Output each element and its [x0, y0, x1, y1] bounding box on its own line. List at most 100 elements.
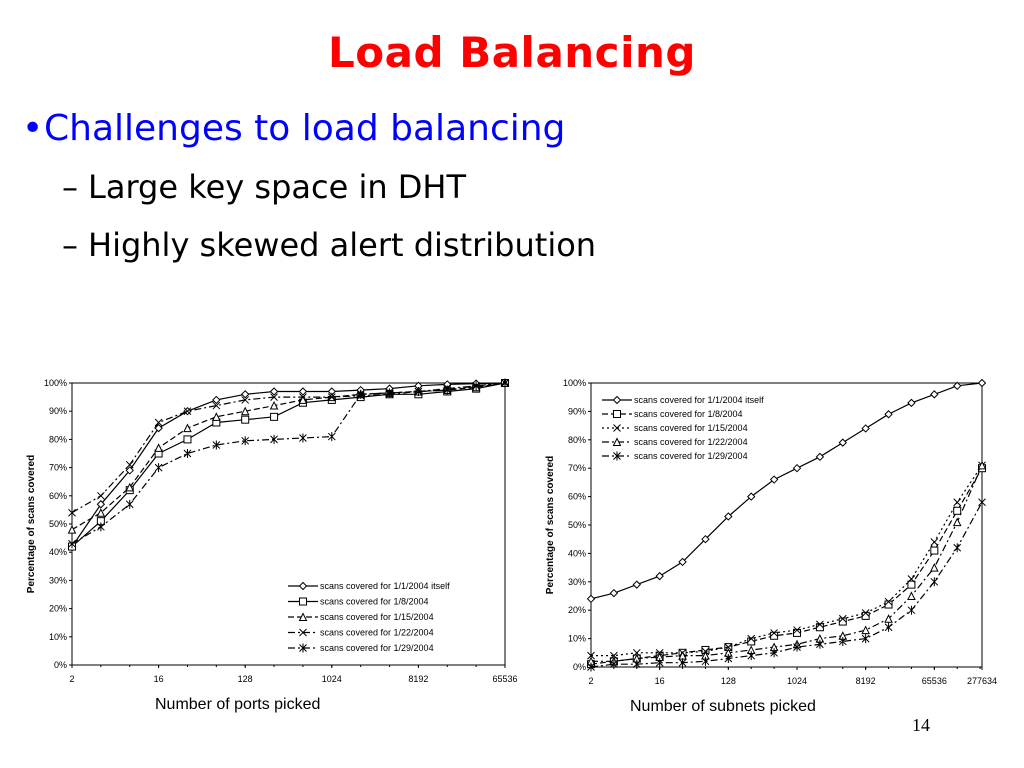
series-line	[71, 382, 506, 514]
data-point	[861, 625, 870, 635]
chart-subnets-xlabel: Number of subnets picked	[630, 698, 816, 715]
data-point	[610, 659, 618, 669]
y-tick-label: 50%	[568, 520, 586, 530]
x-tick-label: 1024	[787, 676, 807, 686]
data-point	[327, 393, 336, 401]
x-tick-label: 2	[588, 676, 593, 686]
data-point	[907, 591, 916, 600]
data-point	[356, 389, 365, 399]
data-point	[747, 634, 756, 643]
data-point	[838, 438, 847, 447]
y-axis-label: Percentage of scans covered	[26, 455, 37, 593]
data-point	[97, 522, 105, 532]
series-5	[68, 378, 509, 549]
data-point	[610, 651, 618, 660]
series-1	[67, 378, 510, 551]
legend-marker	[613, 451, 621, 461]
data-point	[861, 424, 870, 433]
page-number: 14	[912, 715, 930, 735]
slide-title: Load Balancing	[328, 28, 696, 77]
data-point	[212, 395, 221, 405]
legend-marker	[613, 424, 621, 432]
chart-ports: 0% 10% 20% 30% 40% 50% 60% 70% 80% 90% 100% 2 16 128 1…	[26, 378, 518, 684]
legend-marker	[299, 643, 307, 653]
legend-label: scans covered for 1/22/2004	[320, 628, 434, 638]
data-point	[632, 580, 641, 589]
data-point	[907, 575, 916, 583]
data-point	[269, 400, 279, 410]
chart-subnets: 0% 10% 20% 30% 40% 50% 60% 70% 80% 90% 100% 2 16 128 1…	[545, 378, 997, 686]
data-point	[443, 385, 452, 395]
legend-marker	[299, 597, 307, 606]
data-point	[609, 588, 619, 598]
data-point	[884, 622, 893, 632]
legend-label: scans covered for 1/8/2004	[320, 597, 429, 607]
x-tick-label: 65536	[922, 676, 947, 686]
data-point	[154, 463, 163, 473]
data-point	[701, 534, 710, 544]
data-point	[96, 508, 106, 517]
data-point	[212, 440, 221, 450]
data-point	[953, 543, 962, 553]
x-tick-label: 8192	[856, 676, 876, 686]
data-point	[270, 412, 279, 421]
y-tick-label: 90%	[568, 406, 586, 416]
y-tick-label: 30%	[568, 577, 586, 587]
x-tick-label: 16	[655, 676, 665, 686]
data-point	[838, 614, 847, 623]
sub-bullet-1-text: Large key space in DHT	[88, 168, 467, 206]
y-tick-label: 30%	[49, 575, 67, 585]
series-1	[586, 378, 987, 604]
data-point	[930, 562, 939, 572]
data-point	[930, 390, 939, 399]
series-line	[591, 465, 983, 657]
data-point	[978, 497, 986, 507]
legend-marker	[299, 628, 307, 637]
series-line	[71, 382, 506, 531]
series-line	[590, 502, 983, 668]
y-tick-label: 0%	[573, 662, 586, 672]
data-point	[385, 388, 394, 398]
y-tick-label: 0%	[54, 660, 67, 670]
y-tick-label: 50%	[49, 519, 67, 529]
x-tick-label: 1024	[322, 674, 342, 684]
data-point	[183, 407, 192, 416]
series-2	[587, 464, 986, 669]
x-tick-label: 8192	[408, 674, 428, 684]
data-point	[952, 517, 962, 527]
data-point	[701, 656, 710, 666]
sub-bullet-2-text: Highly skewed alert distribution	[88, 226, 597, 264]
data-point	[655, 571, 664, 581]
x-tick-label: 65536	[492, 674, 517, 684]
data-point	[212, 401, 221, 410]
data-point	[747, 492, 756, 501]
data-point	[154, 418, 163, 427]
data-point	[586, 594, 596, 604]
x-tick-label: 128	[721, 676, 736, 686]
main-bullet: •Challenges to load balancing	[22, 108, 565, 149]
legend-label: scans covered for 1/15/2004	[320, 612, 434, 622]
data-point	[240, 406, 250, 416]
legend-label: scans covered for 1/15/2004	[634, 423, 748, 433]
x-tick-label: 277634	[967, 676, 997, 686]
x-tick-label: 2	[69, 674, 74, 684]
data-point	[96, 500, 106, 509]
data-point	[953, 506, 962, 515]
data-point	[861, 609, 870, 617]
y-tick-label: 60%	[568, 492, 586, 502]
y-tick-label: 80%	[568, 435, 586, 445]
data-point	[977, 460, 987, 470]
data-point	[472, 381, 480, 391]
series-line	[591, 465, 983, 662]
y-tick-label: 70%	[568, 463, 586, 473]
series-line	[71, 382, 506, 547]
data-point	[125, 466, 134, 475]
series-5	[587, 497, 986, 672]
plot-frame	[71, 382, 506, 666]
data-point	[67, 525, 77, 534]
x-tick-label: 128	[238, 674, 253, 684]
data-point	[953, 498, 962, 507]
data-point	[815, 452, 825, 462]
x-tick-label: 16	[154, 674, 164, 684]
y-tick-label: 20%	[568, 605, 586, 615]
